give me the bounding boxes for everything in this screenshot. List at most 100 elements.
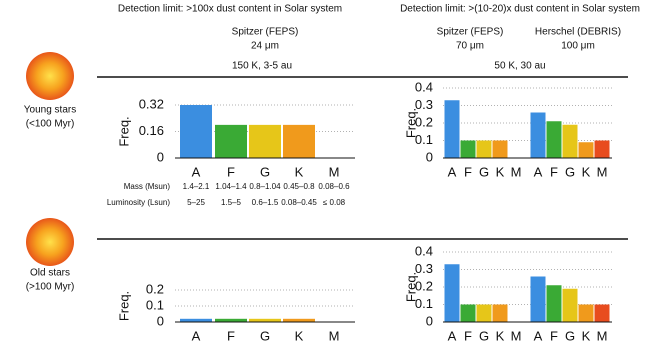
row-label: Young stars (24, 105, 76, 116)
y-tick-label: 0.2 (146, 281, 164, 296)
property-value: 1.5–5 (221, 198, 242, 207)
x-tick-label: F (227, 164, 235, 179)
x-tick-label: A (534, 164, 543, 179)
property-label: Luminosity (Lsun) (107, 198, 170, 207)
y-tick-label: 0.1 (415, 132, 433, 147)
bar (578, 304, 594, 322)
x-tick-label: A (448, 328, 457, 343)
bar (546, 285, 562, 322)
x-tick-label: K (295, 164, 304, 179)
x-tick-label: M (329, 328, 340, 343)
bar (460, 304, 476, 322)
bar (476, 140, 492, 158)
bar (249, 124, 281, 158)
bar (215, 318, 247, 322)
row-label: (<100 Myr) (26, 119, 75, 130)
row-label: Old stars (30, 268, 70, 279)
y-axis-label: Freq. (116, 116, 131, 146)
bar (180, 318, 212, 322)
y-tick-label: 0 (157, 149, 164, 164)
x-tick-label: G (260, 164, 270, 179)
star-icon (26, 52, 74, 100)
x-tick-label: A (534, 328, 543, 343)
instrument: Spitzer (FEPS) (232, 27, 299, 38)
bar (594, 140, 610, 158)
bar (180, 105, 212, 158)
y-tick-label: 0.32 (139, 96, 164, 111)
bar (492, 140, 508, 158)
x-tick-label: G (260, 328, 270, 343)
bar (530, 112, 546, 158)
bar (594, 304, 610, 322)
y-tick-label: 0.3 (415, 97, 433, 112)
temperature: 50 K, 30 au (494, 61, 545, 72)
property-value: 0.08–0.45 (281, 198, 317, 207)
bar (546, 121, 562, 158)
wavelength: 24 μm (251, 41, 279, 52)
x-tick-label: M (511, 328, 522, 343)
x-tick-label: K (496, 164, 505, 179)
instrument: Herschel (DEBRIS) (535, 27, 621, 38)
property-value: 0.6–1.5 (252, 198, 279, 207)
bar (283, 124, 315, 158)
y-tick-label: 0.4 (415, 243, 433, 258)
x-tick-label: A (192, 328, 201, 343)
x-tick-label: F (227, 328, 235, 343)
bar (249, 318, 281, 322)
y-tick-label: 0.1 (146, 297, 164, 312)
property-value: ≤ 0.08 (323, 198, 346, 207)
x-tick-label: F (464, 328, 472, 343)
x-tick-label: K (582, 164, 591, 179)
property-value: 0.8–1.04 (249, 182, 281, 191)
y-axis-label: Freq. (403, 272, 418, 302)
property-value: 0.08–0.6 (318, 182, 350, 191)
x-tick-label: G (565, 328, 575, 343)
x-tick-label: M (511, 164, 522, 179)
wavelength: 100 μm (561, 41, 595, 52)
bar (215, 124, 247, 158)
bar (444, 100, 460, 158)
property-value: 1.4–2.1 (183, 182, 210, 191)
bar (283, 318, 315, 322)
property-label: Mass (Msun) (124, 182, 171, 191)
y-axis-label: Freq. (116, 291, 131, 321)
y-tick-label: 0.2 (415, 114, 433, 129)
x-tick-label: F (550, 328, 558, 343)
x-tick-label: M (597, 328, 608, 343)
bar (562, 124, 578, 158)
x-tick-label: K (295, 328, 304, 343)
y-tick-label: 0.16 (139, 123, 164, 138)
y-tick-label: 0.1 (415, 296, 433, 311)
y-tick-label: 0.4 (415, 79, 433, 94)
x-tick-label: A (448, 164, 457, 179)
bar (460, 140, 476, 158)
x-tick-label: K (496, 328, 505, 343)
x-tick-label: K (582, 328, 591, 343)
x-tick-label: F (464, 164, 472, 179)
x-tick-label: M (597, 164, 608, 179)
x-tick-label: G (479, 164, 489, 179)
y-tick-label: 0 (426, 313, 433, 328)
bar (530, 276, 546, 322)
y-tick-label: 0 (157, 313, 164, 328)
bar (492, 304, 508, 322)
star-icon (26, 218, 74, 266)
instrument: Spitzer (FEPS) (437, 27, 504, 38)
wavelength: 70 μm (456, 41, 484, 52)
y-tick-label: 0.2 (415, 278, 433, 293)
header: Detection limit: >100x dust content in S… (118, 4, 342, 15)
x-tick-label: F (550, 164, 558, 179)
x-tick-label: G (565, 164, 575, 179)
header: Detection limit: >(10-20)x dust content … (400, 4, 640, 15)
bar (562, 288, 578, 322)
y-tick-label: 0 (426, 149, 433, 164)
row-label: (>100 Myr) (26, 282, 75, 293)
x-tick-label: A (192, 164, 201, 179)
x-tick-label: G (479, 328, 489, 343)
x-tick-label: M (329, 164, 340, 179)
bar (444, 264, 460, 322)
property-value: 0.45–0.8 (283, 182, 315, 191)
property-value: 5–25 (187, 198, 205, 207)
bar (578, 142, 594, 158)
